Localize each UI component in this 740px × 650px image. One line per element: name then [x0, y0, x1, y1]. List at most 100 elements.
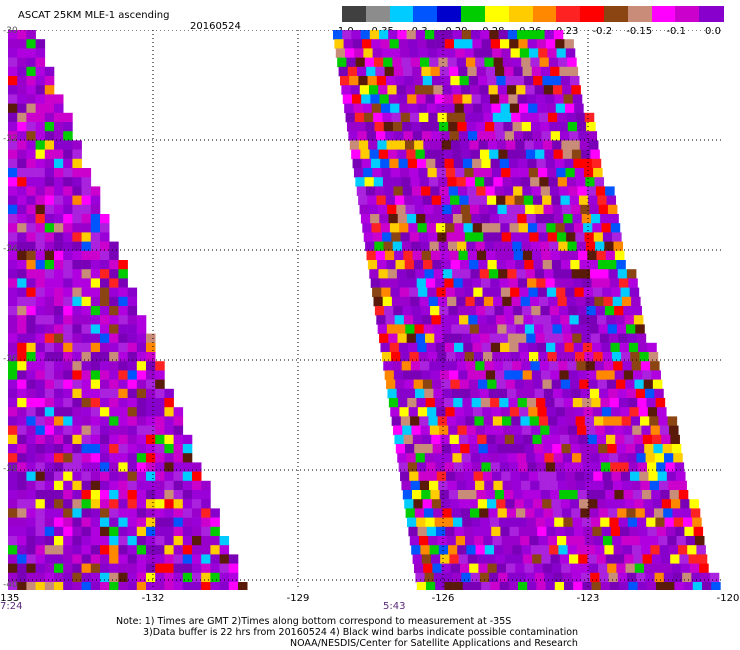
swath-pixel	[533, 499, 543, 509]
swath-pixel	[35, 204, 46, 215]
swath-pixel	[442, 324, 452, 334]
swath-pixel	[72, 342, 82, 353]
swath-pixel	[386, 379, 396, 390]
swath-pixel	[35, 490, 46, 500]
swath-pixel	[63, 425, 73, 436]
swath-pixel	[413, 76, 424, 86]
swath-pixel	[536, 462, 547, 472]
swath-pixel	[544, 453, 554, 463]
swath-pixel	[635, 388, 646, 399]
swath-pixel	[478, 444, 489, 454]
swath-pixel	[444, 158, 455, 169]
swath-pixel	[615, 499, 626, 509]
swath-pixel	[90, 324, 101, 334]
swath-pixel	[609, 398, 620, 408]
swath-pixel	[695, 536, 705, 546]
swath-pixel	[90, 370, 101, 380]
swath-pixel	[507, 388, 517, 399]
swath-pixel	[523, 131, 533, 141]
swath-pixel	[521, 480, 531, 491]
swath-pixel	[201, 536, 211, 546]
swath-pixel	[72, 158, 82, 169]
swath-pixel	[480, 214, 491, 224]
swath-pixel	[462, 517, 472, 528]
swath-pixel	[543, 388, 554, 399]
swath-pixel	[420, 306, 431, 316]
swath-pixel	[44, 287, 55, 298]
swath-pixel	[433, 572, 444, 583]
swath-pixel	[72, 370, 82, 380]
swath-pixel	[100, 517, 110, 528]
swath-pixel	[397, 30, 407, 40]
swath-pixel	[566, 232, 576, 242]
swath-pixel	[468, 379, 479, 390]
swath-pixel	[155, 444, 165, 454]
swath-pixel	[626, 324, 636, 334]
swath-pixel	[526, 398, 537, 408]
swath-pixel	[481, 278, 491, 288]
swath-pixel	[90, 444, 101, 454]
swath-pixel	[182, 490, 193, 500]
swath-pixel	[624, 554, 634, 564]
swath-pixel	[100, 536, 110, 546]
swath-pixel	[521, 122, 532, 132]
swath-pixel	[502, 296, 512, 307]
swath-pixel	[380, 103, 391, 114]
swath-pixel	[26, 517, 36, 528]
swath-pixel	[44, 315, 55, 325]
swath-pixel	[499, 278, 510, 288]
swath-pixel	[385, 195, 396, 206]
swath-pixel	[672, 508, 682, 518]
swath-pixel	[511, 536, 521, 546]
swath-pixel	[579, 499, 589, 509]
swath-pixel	[393, 425, 403, 436]
swath-pixel	[518, 103, 529, 114]
swath-pixel	[524, 444, 535, 454]
swath-pixel	[17, 462, 27, 472]
swath-pixel	[585, 296, 595, 307]
swath-pixel	[480, 398, 491, 408]
swath-pixel	[395, 76, 405, 86]
swath-pixel	[442, 85, 453, 95]
swath-pixel	[551, 76, 562, 86]
swath-pixel	[539, 57, 550, 68]
swath-pixel	[623, 490, 634, 500]
swath-pixel	[591, 582, 602, 590]
swath-pixel	[617, 388, 627, 399]
swath-pixel	[155, 462, 165, 472]
swath-pixel	[620, 407, 630, 417]
swath-pixel	[688, 554, 699, 564]
swath-pixel	[63, 195, 73, 206]
swath-pixel	[523, 76, 534, 86]
swath-pixel	[8, 39, 18, 49]
swath-pixel	[127, 407, 138, 417]
swath-pixel	[127, 342, 138, 353]
swath-pixel	[490, 342, 501, 353]
swath-pixel	[674, 582, 684, 590]
swath-pixel	[81, 379, 92, 390]
swath-pixel	[44, 517, 55, 528]
swath-pixel	[26, 214, 36, 224]
swath-pixel	[26, 269, 36, 279]
swath-pixel	[155, 508, 165, 518]
swath-pixel	[63, 296, 73, 307]
swath-pixel	[551, 379, 562, 390]
swath-pixel	[568, 554, 579, 564]
swath-pixel	[432, 379, 442, 390]
swath-pixel	[164, 490, 174, 500]
swath-pixel	[44, 223, 55, 233]
swath-pixel	[192, 471, 202, 482]
swath-pixel	[109, 342, 119, 353]
swath-pixel	[489, 214, 500, 224]
swath-pixel	[654, 572, 665, 583]
swath-pixel	[510, 232, 521, 242]
swath-pixel	[456, 57, 467, 68]
swath-pixel	[630, 352, 640, 362]
swath-pixel	[577, 425, 587, 436]
swath-pixel	[430, 186, 440, 196]
swath-pixel	[554, 158, 565, 169]
swath-pixel	[564, 158, 574, 169]
swath-pixel	[630, 471, 640, 482]
swath-pixel	[431, 76, 442, 86]
swath-pixel	[384, 250, 395, 261]
